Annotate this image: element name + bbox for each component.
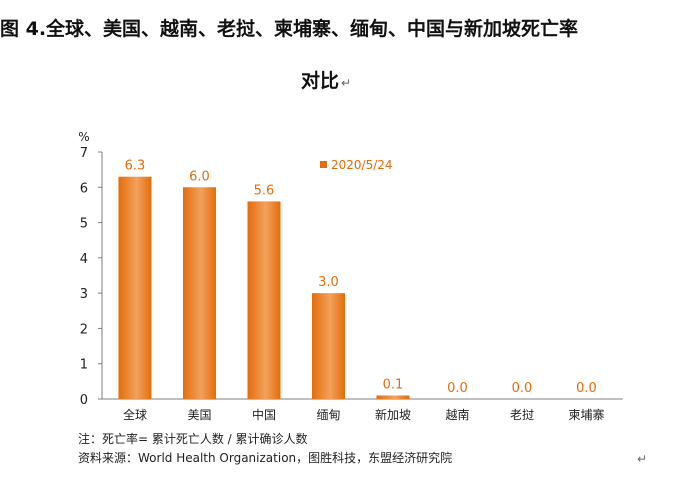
bar — [118, 176, 152, 399]
data-label: 0.0 — [447, 381, 468, 396]
bar — [312, 293, 345, 399]
chart-title-text-1: 图 4.全球、美国、越南、老挝、柬埔寨、缅甸、中国与新加坡死亡率 — [0, 18, 579, 40]
x-tick-label: 越南 — [445, 407, 469, 422]
trailing-paragraph-mark-icon: ↵ — [637, 452, 648, 466]
x-tick-label: 美国 — [187, 408, 211, 422]
chart-title-text-2: 对比 — [301, 70, 340, 92]
x-tick-label: 缅甸 — [316, 408, 340, 422]
data-label: 3.0 — [318, 275, 339, 290]
y-axis-unit-label: % — [78, 130, 89, 144]
x-tick-label: 中国 — [252, 407, 276, 422]
y-tick-label: 2 — [80, 322, 88, 337]
y-tick-label: 4 — [80, 252, 88, 267]
data-label: 6.3 — [125, 159, 146, 174]
data-label: 0.1 — [383, 377, 404, 392]
y-tick-label: 3 — [80, 287, 88, 302]
chart-title-line1: 图 4.全球、美国、越南、老挝、柬埔寨、缅甸、中国与新加坡死亡率 — [0, 14, 578, 41]
x-tick-label: 柬埔寨 — [568, 407, 604, 422]
x-tick-label: 老挝 — [510, 408, 534, 422]
chart-title-line2: 对比 ↵ — [301, 66, 351, 93]
bar — [376, 395, 410, 399]
data-label: 6.0 — [189, 169, 210, 184]
data-label: 5.6 — [254, 183, 275, 198]
x-tick-label: 全球 — [123, 407, 147, 422]
formula-note: 注：死亡率= 累计死亡人数 / 累计确诊人数 — [78, 432, 308, 446]
data-label: 0.0 — [512, 381, 533, 396]
x-tick-label: 新加坡 — [375, 407, 411, 422]
source-note: 资料来源：World Health Organization，图胜科技，东盟经济… — [78, 451, 453, 465]
bar — [247, 201, 281, 399]
y-tick-label: 6 — [80, 181, 88, 196]
paragraph-mark-icon: ↵ — [341, 76, 352, 90]
bar — [183, 187, 216, 399]
y-tick-label: 0 — [80, 393, 88, 408]
legend-swatch — [320, 161, 327, 168]
y-tick-label: 7 — [80, 146, 88, 161]
y-tick-label: 1 — [80, 358, 88, 373]
legend-label: 2020/5/24 — [331, 158, 393, 172]
data-label: 0.0 — [576, 381, 597, 396]
y-tick-label: 5 — [80, 217, 88, 232]
